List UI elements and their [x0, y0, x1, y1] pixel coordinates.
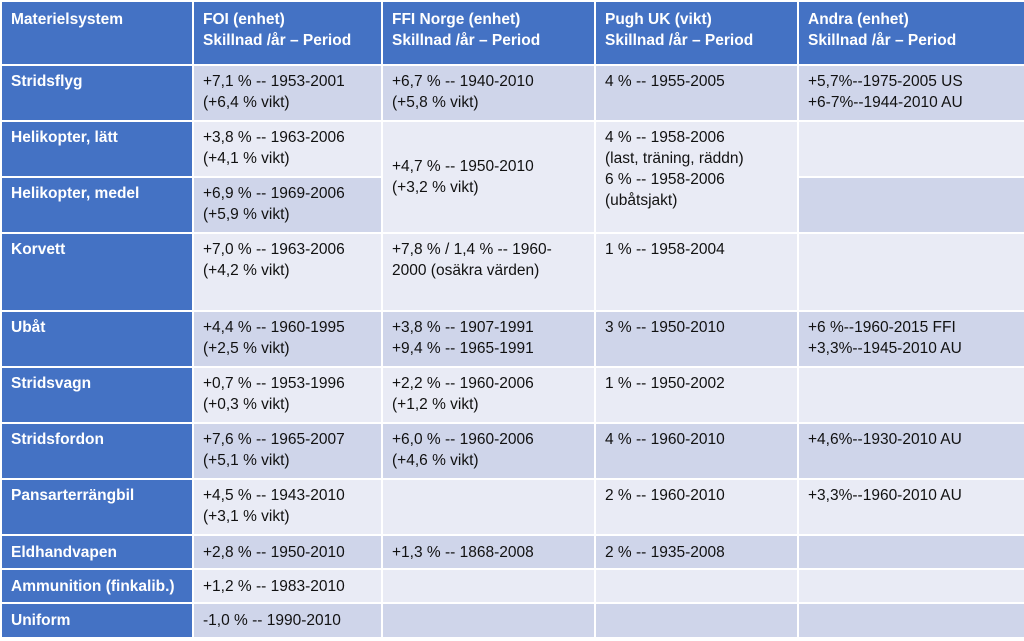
table-row: Eldhandvapen +2,8 % -- 1950-2010 +1,3 % … — [0, 534, 1024, 570]
system-label: Eldhandvapen — [0, 534, 194, 570]
foi-cell: +0,7 % -- 1953-1996 (+0,3 % vikt) — [192, 366, 383, 424]
pugh-cell: 1 % -- 1958-2004 — [594, 232, 799, 312]
ffi-cell: +6,7 % -- 1940-2010 (+5,8 % vikt) — [381, 64, 596, 122]
header-andra: Andra (enhet) Skillnad /år – Period — [797, 0, 1024, 66]
andra-cell: +5,7%--1975-2005 US +6-7%--1944-2010 AU — [797, 64, 1024, 122]
pugh-cell — [594, 602, 799, 639]
ffi-cell: +4,7 % -- 1950-2010 (+3,2 % vikt) — [381, 120, 596, 234]
pugh-cell: 2 % -- 1935-2008 — [594, 534, 799, 570]
system-label: Helikopter, lätt — [0, 120, 194, 178]
ffi-cell: +3,8 % -- 1907-1991 +9,4 % -- 1965-1991 — [381, 310, 596, 368]
andra-cell — [797, 232, 1024, 312]
system-label: Uniform — [0, 602, 194, 639]
header-ffi: FFI Norge (enhet) Skillnad /år – Period — [381, 0, 596, 66]
andra-cell — [797, 534, 1024, 570]
pugh-cell — [594, 568, 799, 604]
table-row: Uniform -1,0 % -- 1990-2010 — [0, 602, 1024, 639]
system-label: Ammunition (finkalib.) — [0, 568, 194, 604]
header-materielsystem: Materielsystem — [0, 0, 194, 66]
header-pugh: Pugh UK (vikt) Skillnad /år – Period — [594, 0, 799, 66]
system-label: Stridsvagn — [0, 366, 194, 424]
ffi-cell — [381, 478, 596, 536]
pugh-cell: 3 % -- 1950-2010 — [594, 310, 799, 368]
pugh-cell: 1 % -- 1950-2002 — [594, 366, 799, 424]
table-row: Ammunition (finkalib.) +1,2 % -- 1983-20… — [0, 568, 1024, 604]
andra-cell — [797, 602, 1024, 639]
andra-cell — [797, 568, 1024, 604]
pugh-cell: 4 % -- 1960-2010 — [594, 422, 799, 480]
foi-cell: +3,8 % -- 1963-2006 (+4,1 % vikt) — [192, 120, 383, 178]
foi-cell: +1,2 % -- 1983-2010 — [192, 568, 383, 604]
system-label: Ubåt — [0, 310, 194, 368]
header-foi: FOI (enhet) Skillnad /år – Period — [192, 0, 383, 66]
foi-cell: +7,0 % -- 1963-2006 (+4,2 % vikt) — [192, 232, 383, 312]
table-row: Ubåt +4,4 % -- 1960-1995 (+2,5 % vikt) +3… — [0, 310, 1024, 368]
ffi-cell — [381, 602, 596, 639]
table-row: Helikopter, medel +6,9 % -- 1969-2006 (+5… — [0, 176, 1024, 234]
system-label: Stridsfordon — [0, 422, 194, 480]
andra-cell: +4,6%--1930-2010 AU — [797, 422, 1024, 480]
andra-cell — [797, 120, 1024, 178]
system-label: Pansarterrängbil — [0, 478, 194, 536]
system-label: Stridsflyg — [0, 64, 194, 122]
foi-cell: +4,4 % -- 1960-1995 (+2,5 % vikt) — [192, 310, 383, 368]
pugh-cell: 4 % -- 1955-2005 — [594, 64, 799, 122]
pugh-cell: 4 % -- 1958-2006 (last, träning, räddn) 6 … — [594, 120, 799, 234]
foi-cell: +7,6 % -- 1965-2007 (+5,1 % vikt) — [192, 422, 383, 480]
andra-cell: +6 %--1960-2015 FFI +3,3%--1945-2010 AU — [797, 310, 1024, 368]
foi-cell: +7,1 % -- 1953-2001 (+6,4 % vikt) — [192, 64, 383, 122]
ffi-cell — [381, 568, 596, 604]
table-row: Stridsfordon +7,6 % -- 1965-2007 (+5,1 % … — [0, 422, 1024, 480]
pugh-cell: 2 % -- 1960-2010 — [594, 478, 799, 536]
ffi-cell: +1,3 % -- 1868-2008 — [381, 534, 596, 570]
table-row: Stridsvagn +0,7 % -- 1953-1996 (+0,3 % vi… — [0, 366, 1024, 424]
foi-cell: +4,5 % -- 1943-2010 (+3,1 % vikt) — [192, 478, 383, 536]
andra-cell — [797, 176, 1024, 234]
system-label: Helikopter, medel — [0, 176, 194, 234]
ffi-cell: +6,0 % -- 1960-2006 (+4,6 % vikt) — [381, 422, 596, 480]
andra-cell — [797, 366, 1024, 424]
ffi-cell: +7,8 % / 1,4 % -- 1960- 2000 (osäkra värd… — [381, 232, 596, 312]
system-label: Korvett — [0, 232, 194, 312]
foi-cell: -1,0 % -- 1990-2010 — [192, 602, 383, 639]
foi-cell: +2,8 % -- 1950-2010 — [192, 534, 383, 570]
table-row: Helikopter, lätt +3,8 % -- 1963-2006 (+4,… — [0, 120, 1024, 234]
table-row: Pansarterrängbil +4,5 % -- 1943-2010 (+3,… — [0, 478, 1024, 536]
andra-cell: +3,3%--1960-2010 AU — [797, 478, 1024, 536]
foi-cell: +6,9 % -- 1969-2006 (+5,9 % vikt) — [192, 176, 383, 234]
table-row: Korvett +7,0 % -- 1963-2006 (+4,2 % vikt)… — [0, 232, 1024, 312]
ffi-cell: +2,2 % -- 1960-2006 (+1,2 % vikt) — [381, 366, 596, 424]
header-row: Materielsystem FOI (enhet) Skillnad /år –… — [0, 0, 1024, 66]
table-row: Stridsflyg +7,1 % -- 1953-2001 (+6,4 % vi… — [0, 64, 1024, 122]
